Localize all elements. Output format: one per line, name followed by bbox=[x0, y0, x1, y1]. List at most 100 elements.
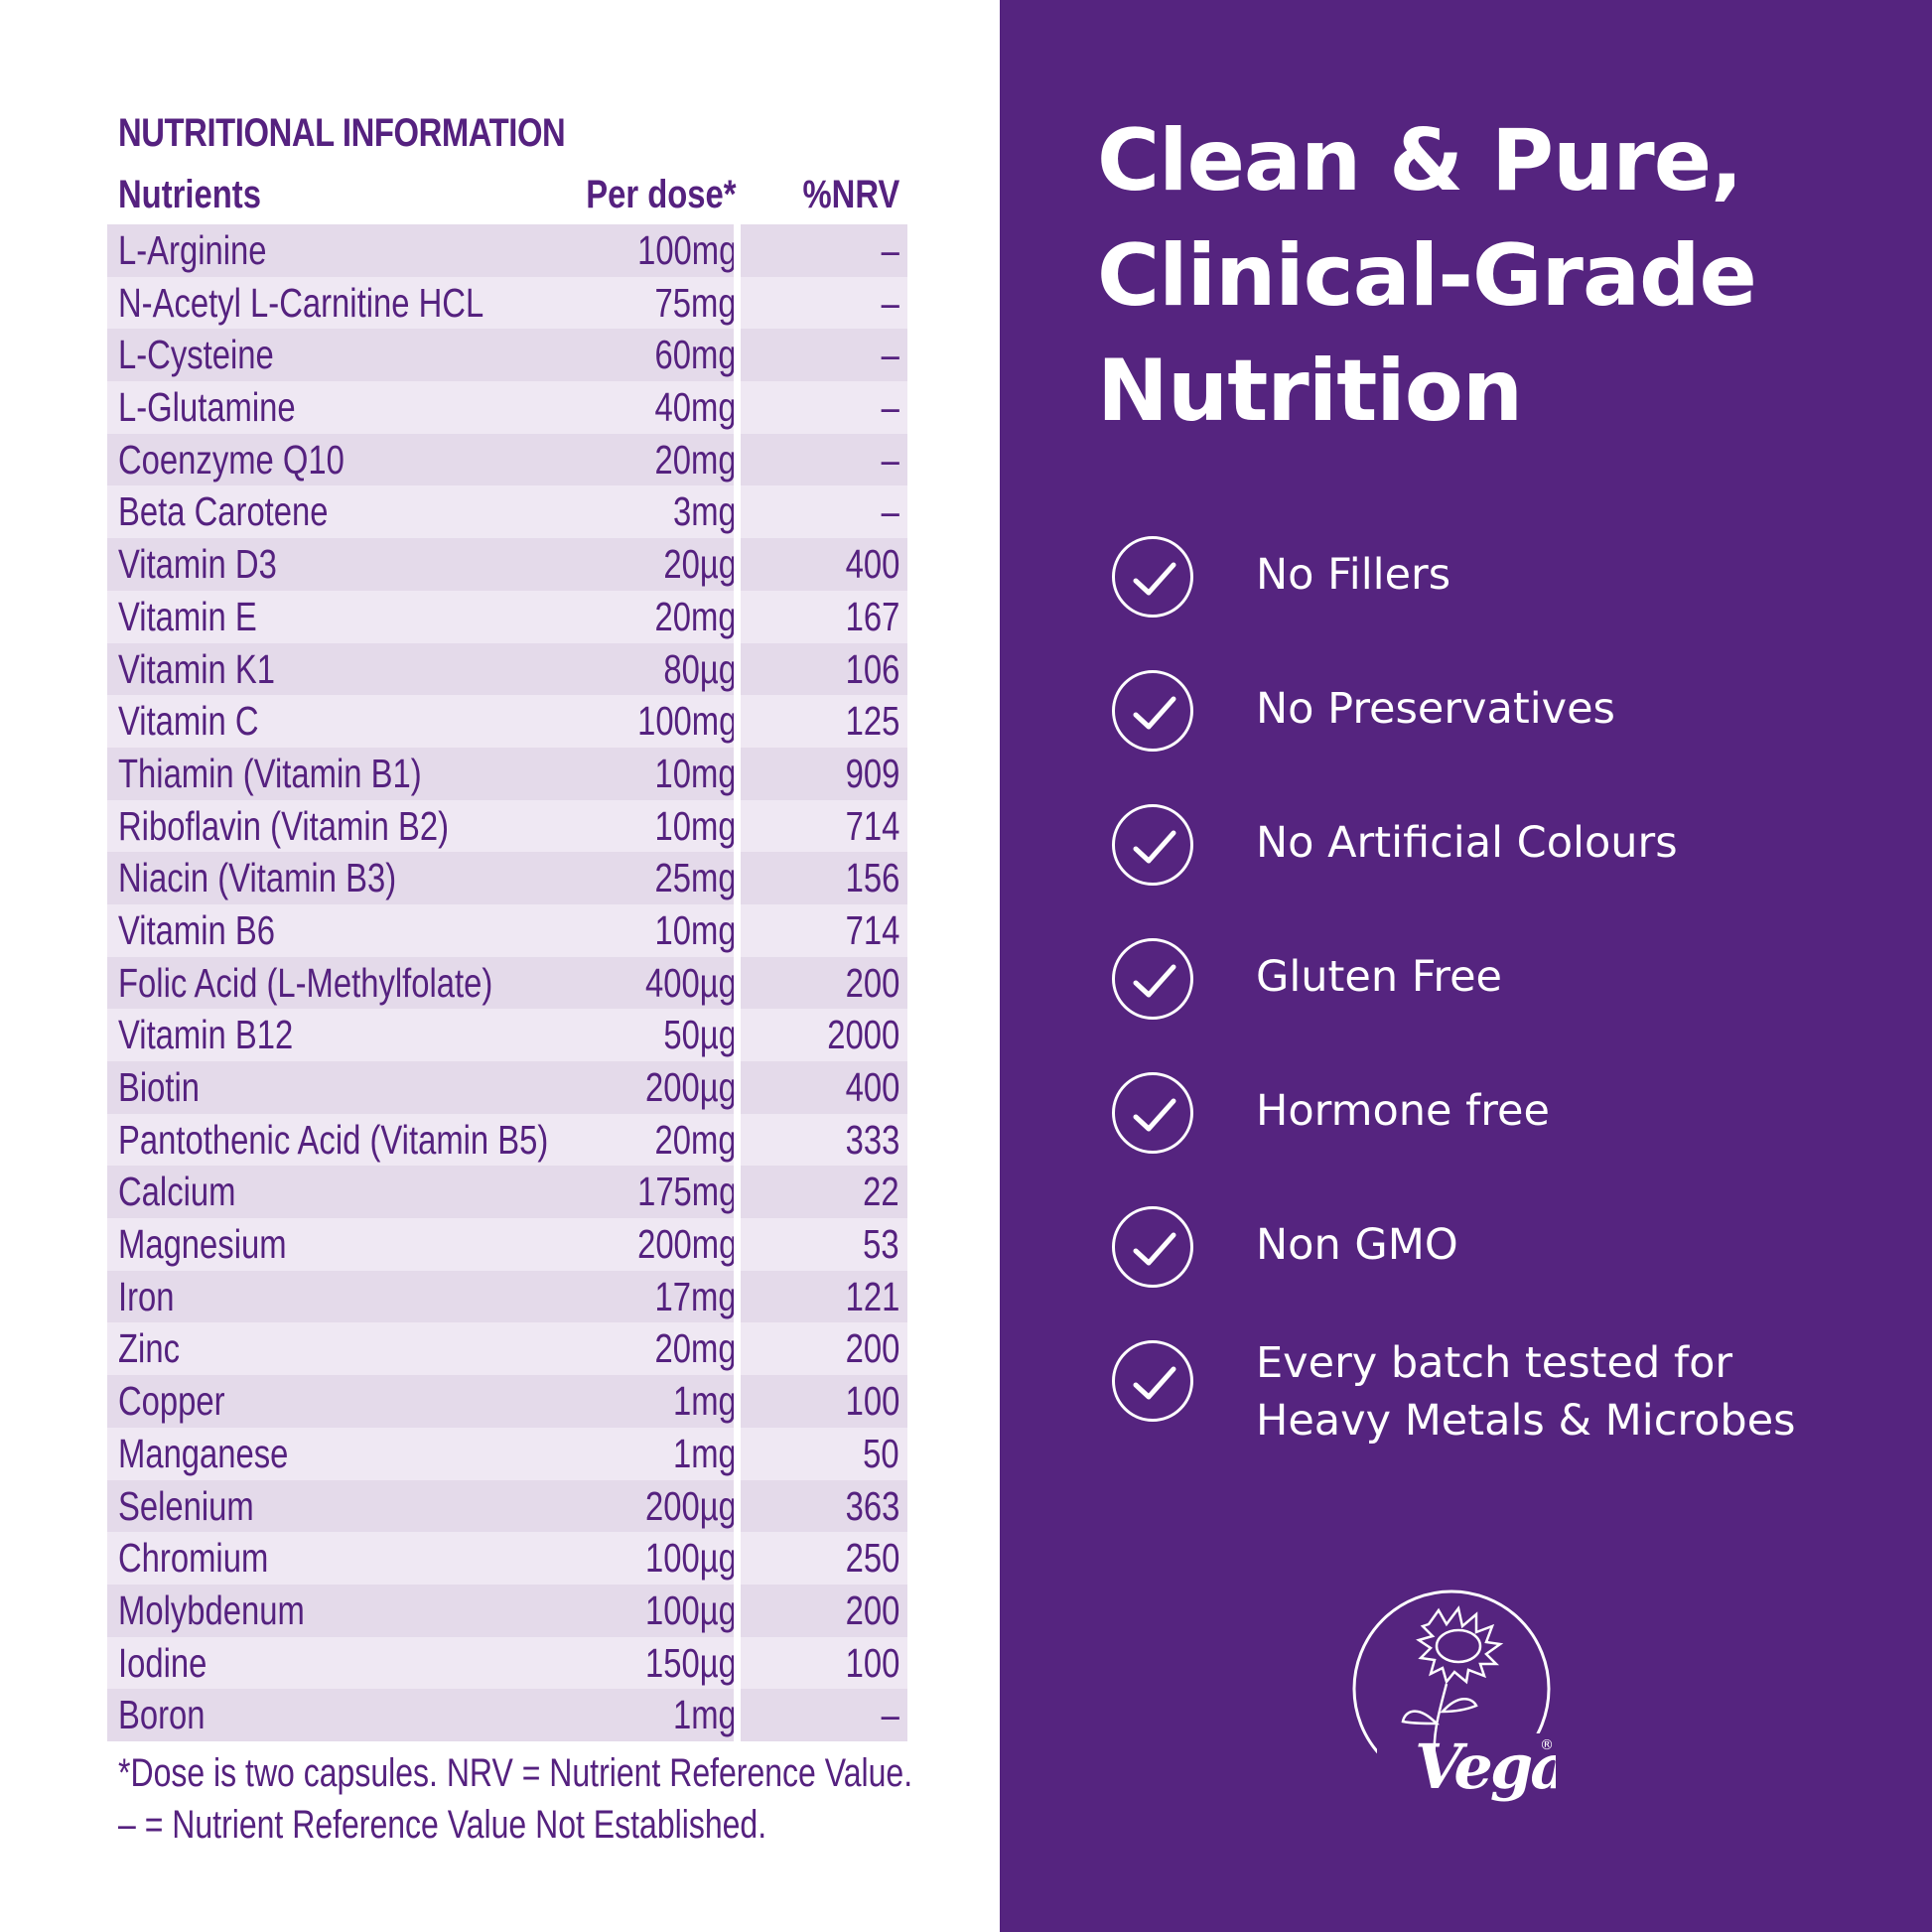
feature-label-line: No Preservatives bbox=[1256, 684, 1615, 734]
nutrient-name: Zinc bbox=[118, 1325, 180, 1372]
table-row: Niacin (Vitamin B3) 25mg 156 bbox=[107, 852, 907, 904]
nutrient-name: L-Glutamine bbox=[118, 384, 296, 431]
feature-item: Hormone free bbox=[1112, 1072, 1906, 1162]
table-row: Vitamin D3 20µg 400 bbox=[107, 538, 907, 591]
nutrient-nrv: 106 bbox=[845, 645, 899, 692]
table-row: L-Glutamine 40mg – bbox=[107, 381, 907, 434]
table-row: L-Arginine 100mg – bbox=[107, 224, 907, 277]
check-circle-icon bbox=[1112, 670, 1193, 752]
table-row: Iodine 150µg 100 bbox=[107, 1636, 907, 1690]
table-body: L-Arginine 100mg – N-Acetyl L-Carnitine HCL… bbox=[107, 224, 907, 1741]
nutrient-nrv: 200 bbox=[845, 1587, 899, 1633]
nutrient-dose: 10mg bbox=[654, 750, 737, 796]
header-nutrients: Nutrients bbox=[118, 173, 261, 216]
nutrient-nrv: 909 bbox=[845, 750, 899, 796]
nutrient-dose: 200µg bbox=[645, 1064, 737, 1110]
nutrient-dose: 50µg bbox=[663, 1012, 737, 1058]
nutrient-name: N-Acetyl L-Carnitine HCL bbox=[118, 279, 484, 326]
table-row: Pantothenic Acid (Vitamin B5) 20mg 333 bbox=[107, 1113, 907, 1167]
table-row: Vitamin C 100mg 125 bbox=[107, 695, 907, 748]
nutrient-name: Vitamin C bbox=[118, 698, 259, 745]
nutrient-nrv: 156 bbox=[845, 855, 899, 901]
nutrient-dose: 175mg bbox=[636, 1169, 737, 1215]
nutrient-name: Copper bbox=[118, 1378, 225, 1425]
table-row: N-Acetyl L-Carnitine HCL 75mg – bbox=[107, 276, 907, 330]
table-row: Biotin 200µg 400 bbox=[107, 1061, 907, 1114]
feature-label: Hormone free bbox=[1256, 1082, 1550, 1140]
feature-label-line: Non GMO bbox=[1256, 1220, 1458, 1270]
nutrient-nrv: – bbox=[881, 1692, 899, 1738]
check-circle-icon bbox=[1112, 536, 1193, 618]
nutrient-name: Selenium bbox=[118, 1482, 254, 1529]
feature-label: No Artificial Colours bbox=[1256, 814, 1678, 872]
check-circle-icon bbox=[1112, 1340, 1193, 1422]
table-header: Nutrients Per dose* %NRV bbox=[107, 173, 907, 224]
nutrient-nrv: 167 bbox=[845, 593, 899, 639]
nutrient-nrv: 400 bbox=[845, 541, 899, 588]
nutrient-name: Manganese bbox=[118, 1430, 289, 1476]
nutrient-dose: 20mg bbox=[654, 1325, 737, 1372]
footnote-nrv: – = Nutrient Reference Value Not Establi… bbox=[118, 1803, 767, 1847]
nutrient-name: Iodine bbox=[118, 1639, 207, 1686]
nutrient-nrv: – bbox=[881, 279, 899, 326]
feature-label: No Preservatives bbox=[1256, 680, 1615, 738]
feature-label-line: Gluten Free bbox=[1256, 952, 1503, 1002]
table-row: Copper 1mg 100 bbox=[107, 1375, 907, 1428]
nutrient-dose: 200mg bbox=[636, 1221, 737, 1268]
feature-item: No Preservatives bbox=[1112, 670, 1906, 759]
nutrient-nrv: 50 bbox=[863, 1430, 899, 1476]
check-circle-icon bbox=[1112, 804, 1193, 886]
feature-label: No Fillers bbox=[1256, 546, 1450, 604]
nutrient-dose: 40mg bbox=[654, 384, 737, 431]
nutrient-name: L-Cysteine bbox=[118, 332, 274, 378]
nutrient-nrv: – bbox=[881, 227, 899, 273]
nutrient-dose: 20mg bbox=[654, 593, 737, 639]
nutrient-name: L-Arginine bbox=[118, 227, 267, 273]
nutrient-nrv: 250 bbox=[845, 1535, 899, 1582]
nutrient-nrv: 121 bbox=[845, 1273, 899, 1319]
table-row: Vitamin B12 50µg 2000 bbox=[107, 1009, 907, 1061]
table-row: Magnesium 200mg 53 bbox=[107, 1218, 907, 1271]
nutrient-dose: 1mg bbox=[673, 1378, 737, 1425]
nutrient-name: Chromium bbox=[118, 1535, 269, 1582]
nutrient-name: Riboflavin (Vitamin B2) bbox=[118, 802, 449, 849]
feature-item: Every batch tested for Heavy Metals & Mic… bbox=[1112, 1338, 1906, 1446]
nutrition-table: Nutrients Per dose* %NRV L-Arginine 100mg… bbox=[107, 173, 907, 1741]
nutrient-nrv: – bbox=[881, 436, 899, 483]
nutrient-dose: 20mg bbox=[654, 1116, 737, 1163]
nutrient-dose: 100µg bbox=[645, 1535, 737, 1582]
table-row: Chromium 100µg 250 bbox=[107, 1532, 907, 1585]
nutrient-dose: 400µg bbox=[645, 959, 737, 1006]
nutrient-dose: 20µg bbox=[663, 541, 737, 588]
nutrient-name: Magnesium bbox=[118, 1221, 287, 1268]
nutrient-dose: 20mg bbox=[654, 436, 737, 483]
vegan-logo-text: Vegan bbox=[1415, 1730, 1556, 1803]
nutrient-dose: 100mg bbox=[636, 698, 737, 745]
nutrient-nrv: 333 bbox=[845, 1116, 899, 1163]
nutrient-dose: 1mg bbox=[673, 1430, 737, 1476]
table-row: Vitamin E 20mg 167 bbox=[107, 590, 907, 643]
nutrition-title: NUTRITIONAL INFORMATION bbox=[118, 111, 566, 155]
feature-label: Every batch tested for Heavy Metals & Mic… bbox=[1256, 1334, 1796, 1449]
feature-label-line: Heavy Metals & Microbes bbox=[1256, 1396, 1796, 1446]
vegan-logo-graphic: Vegan ® bbox=[1352, 1589, 1611, 1823]
nutrient-dose: 200µg bbox=[645, 1482, 737, 1529]
nutrient-dose: 17mg bbox=[654, 1273, 737, 1319]
nutrient-name: Thiamin (Vitamin B1) bbox=[118, 750, 422, 796]
nutrient-dose: 100µg bbox=[645, 1587, 737, 1633]
nutrient-nrv: – bbox=[881, 332, 899, 378]
feature-label-line: No Fillers bbox=[1256, 550, 1451, 600]
nutrient-nrv: 100 bbox=[845, 1378, 899, 1425]
table-row: Calcium 175mg 22 bbox=[107, 1166, 907, 1219]
vegan-logo: Vegan ® bbox=[1347, 1585, 1611, 1823]
headline: Clean & Pure, Clinical-Grade Nutrition bbox=[1097, 103, 1911, 449]
nutrient-name: Boron bbox=[118, 1692, 206, 1738]
nutrient-name: Vitamin B6 bbox=[118, 906, 276, 953]
nutrient-dose: 60mg bbox=[654, 332, 737, 378]
table-row: Coenzyme Q10 20mg – bbox=[107, 433, 907, 486]
nutrient-nrv: 714 bbox=[845, 906, 899, 953]
table-row: Molybdenum 100µg 200 bbox=[107, 1584, 907, 1637]
nutrient-dose: 80µg bbox=[663, 645, 737, 692]
nutrient-name: Folic Acid (L-Methylfolate) bbox=[118, 959, 493, 1006]
table-row: Beta Carotene 3mg – bbox=[107, 485, 907, 539]
